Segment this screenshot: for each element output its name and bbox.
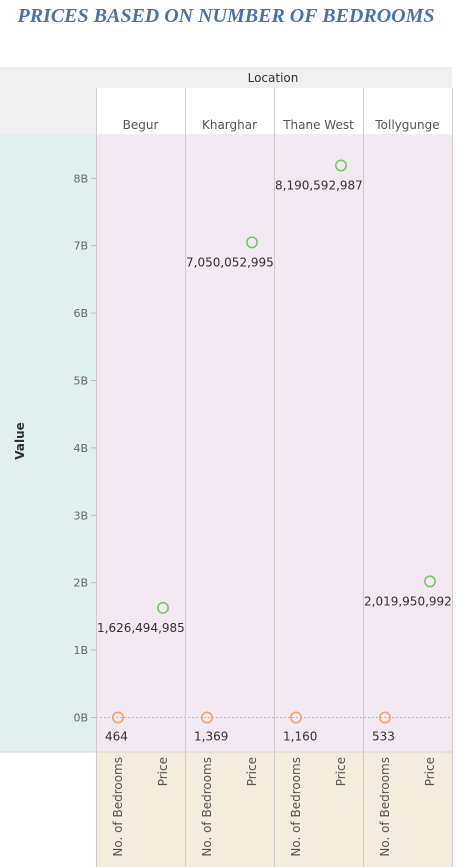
data-label: 2,019,950,992 bbox=[364, 594, 452, 608]
data-label: 1,160 bbox=[283, 729, 317, 743]
data-point bbox=[246, 236, 259, 249]
data-point bbox=[112, 711, 125, 724]
y-tick-label: 2B bbox=[73, 577, 88, 590]
location-header-kharghar: Kharghar bbox=[202, 118, 257, 132]
location-header-tollygunge: Tollygunge bbox=[374, 118, 439, 132]
y-tick-label: 8B bbox=[73, 172, 88, 185]
y-tick-label: 7B bbox=[73, 240, 88, 253]
data-point bbox=[157, 601, 170, 614]
data-label: 1,369 bbox=[194, 729, 228, 743]
bottom-axis-corner bbox=[0, 752, 96, 867]
corner-header bbox=[0, 67, 96, 134]
row-header-panel bbox=[0, 134, 96, 752]
location-header-begur: Begur bbox=[123, 118, 159, 132]
data-label: 533 bbox=[372, 729, 395, 743]
data-label: 8,190,592,987 bbox=[275, 178, 363, 192]
column-header-strip bbox=[96, 67, 452, 88]
y-tick-label: 0B bbox=[73, 712, 88, 725]
x-measure-label: No. of Bedrooms bbox=[111, 757, 125, 857]
y-tick-label: 4B bbox=[73, 442, 88, 455]
column-header-title: Location bbox=[248, 71, 299, 85]
data-point bbox=[334, 159, 347, 172]
data-point bbox=[201, 711, 214, 724]
data-label: 464 bbox=[105, 729, 128, 743]
x-measure-label: No. of Bedrooms bbox=[200, 757, 214, 857]
y-tick-label: 5B bbox=[73, 375, 88, 388]
chart-title: PRICES BASED ON NUMBER OF BEDROOMS bbox=[17, 5, 435, 27]
data-label: 7,050,052,995 bbox=[186, 255, 274, 269]
y-axis-label: Value bbox=[13, 422, 27, 460]
x-measure-label: Price bbox=[334, 757, 348, 786]
data-point bbox=[423, 575, 436, 588]
data-point bbox=[289, 711, 302, 724]
data-label: 1,626,494,985 bbox=[97, 621, 185, 635]
x-measure-label: Price bbox=[423, 757, 437, 786]
location-header-thane-west: Thane West bbox=[282, 118, 354, 132]
x-measure-label: Price bbox=[156, 757, 170, 786]
data-point bbox=[378, 711, 391, 724]
x-measure-label: Price bbox=[245, 757, 259, 786]
x-measure-label: No. of Bedrooms bbox=[378, 757, 392, 857]
x-measure-label: No. of Bedrooms bbox=[289, 757, 303, 857]
y-tick-label: 3B bbox=[73, 509, 88, 522]
y-tick-label: 6B bbox=[73, 307, 88, 320]
y-tick-label: 1B bbox=[73, 644, 88, 657]
